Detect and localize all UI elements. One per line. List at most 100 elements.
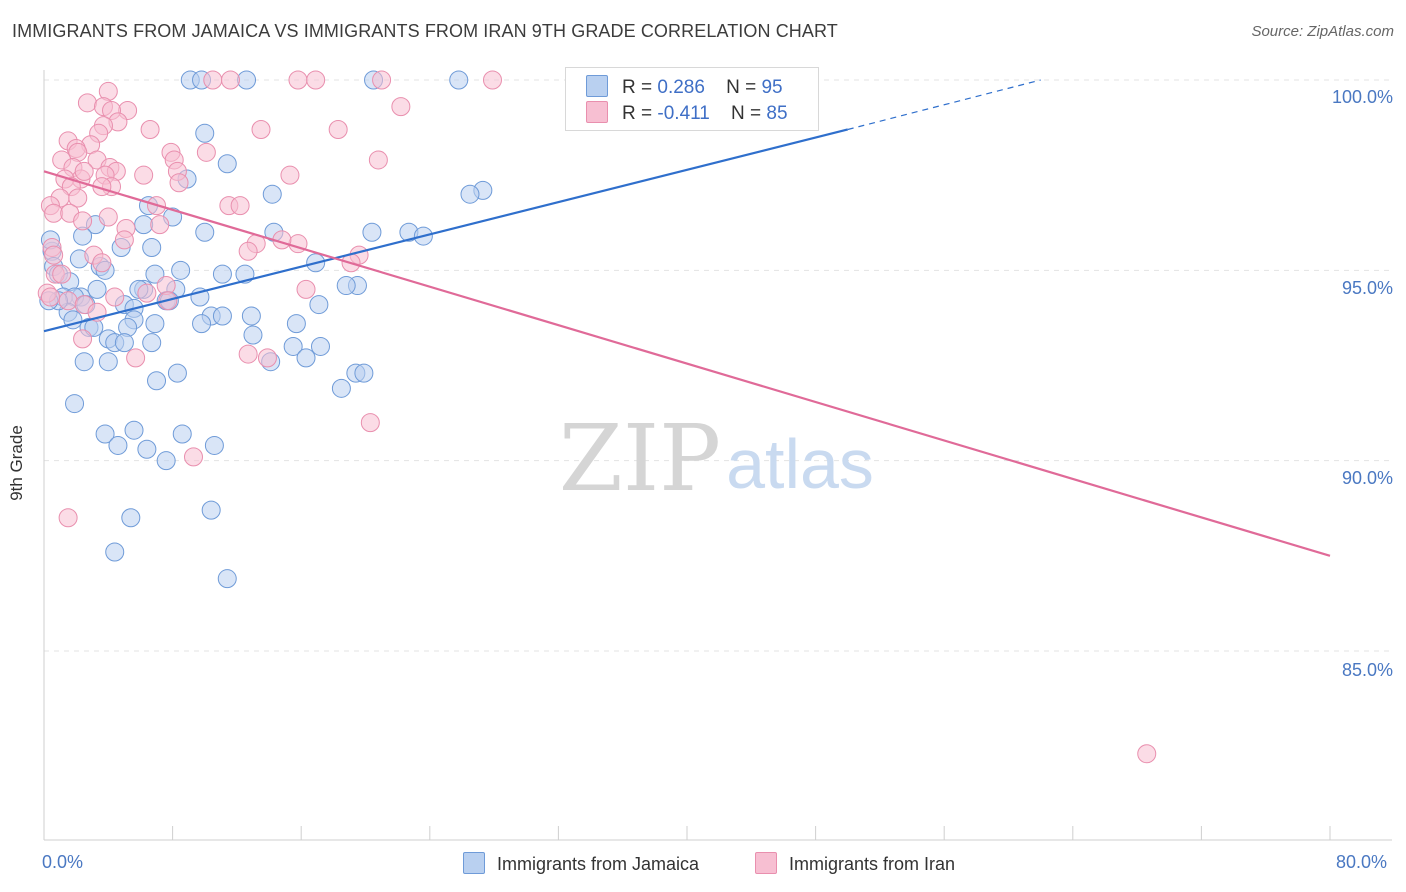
jamaica-point bbox=[124, 420, 144, 440]
jamaica-point bbox=[108, 435, 128, 455]
jamaica-point bbox=[204, 435, 224, 455]
jamaica-point bbox=[449, 70, 469, 90]
jamaica-point bbox=[171, 260, 191, 280]
jamaica-point bbox=[65, 394, 85, 414]
iran-point bbox=[77, 93, 97, 113]
jamaica-point bbox=[310, 336, 330, 356]
jamaica-point bbox=[147, 371, 167, 391]
iran-point bbox=[230, 196, 250, 216]
x-tick-label: 0.0% bbox=[42, 852, 84, 872]
jamaica-point bbox=[105, 542, 125, 562]
iran-point bbox=[40, 287, 60, 307]
jamaica-point bbox=[217, 569, 237, 589]
iran-point bbox=[44, 245, 64, 265]
iran-point bbox=[58, 508, 78, 528]
watermark: ZIP atlas bbox=[559, 405, 874, 512]
jamaica-point bbox=[172, 424, 192, 444]
n-label: N = bbox=[726, 77, 757, 98]
legend-item-jamaica[interactable]: Immigrants from Jamaica bbox=[463, 852, 699, 875]
jamaica-point bbox=[192, 314, 212, 334]
jamaica-point bbox=[98, 352, 118, 372]
jamaica-point bbox=[137, 439, 157, 459]
iran-point bbox=[137, 283, 157, 303]
y-axis-label: 9th Grade bbox=[7, 425, 26, 501]
jamaica-point bbox=[212, 306, 232, 326]
jamaica-point bbox=[354, 363, 374, 383]
jamaica-point bbox=[195, 222, 215, 242]
iran-point bbox=[203, 70, 223, 90]
iran-point bbox=[257, 348, 277, 368]
jamaica-point bbox=[114, 333, 134, 353]
jamaica-point bbox=[243, 325, 263, 345]
watermark-atlas: atlas bbox=[726, 425, 874, 503]
legend-label-jamaica: Immigrants from Jamaica bbox=[497, 854, 700, 874]
iran-point bbox=[1137, 744, 1157, 764]
jamaica-point bbox=[262, 184, 282, 204]
jamaica-point bbox=[309, 295, 329, 315]
y-tick-label: 95.0% bbox=[1341, 278, 1393, 298]
axes bbox=[43, 70, 1392, 841]
jamaica-point bbox=[241, 306, 261, 326]
iran-point bbox=[68, 188, 88, 208]
jamaica-point bbox=[296, 348, 316, 368]
iran-point bbox=[328, 119, 348, 139]
jamaica-point bbox=[74, 352, 94, 372]
jamaica-point bbox=[145, 264, 165, 284]
jamaica-point bbox=[336, 276, 356, 296]
jamaica-point bbox=[156, 451, 176, 471]
r-label: R = bbox=[622, 77, 653, 98]
jamaica-trend-extension bbox=[847, 79, 1041, 131]
jamaica-point bbox=[460, 184, 480, 204]
iran-point bbox=[126, 348, 146, 368]
x-tick-label: 80.0% bbox=[1336, 852, 1388, 872]
jamaica-point bbox=[212, 264, 232, 284]
jamaica-point bbox=[195, 123, 215, 143]
jamaica-point bbox=[362, 222, 382, 242]
stats-legend: R = 0.286 N = 95 R = -0.411 N = 85 bbox=[565, 67, 819, 131]
jamaica-point bbox=[121, 508, 141, 528]
iran-point bbox=[73, 329, 93, 349]
jamaica-point bbox=[331, 378, 351, 398]
jamaica-point bbox=[167, 363, 187, 383]
iran-point bbox=[114, 230, 134, 250]
jamaica-trend-line bbox=[43, 128, 849, 333]
jamaica-point bbox=[134, 215, 154, 235]
iran-point bbox=[74, 161, 94, 181]
iran-point bbox=[150, 215, 170, 235]
iran-point bbox=[238, 344, 258, 364]
jamaica-point bbox=[87, 279, 107, 299]
gridlines bbox=[44, 79, 1392, 652]
iran-point bbox=[92, 253, 112, 273]
watermark-zip: ZIP bbox=[559, 405, 721, 512]
jamaica-legend-swatch bbox=[463, 852, 485, 874]
jamaica-point bbox=[286, 314, 306, 334]
iran-swatch bbox=[586, 101, 608, 123]
jamaica-r-value: 0.286 bbox=[657, 77, 705, 98]
legend-item-iran[interactable]: Immigrants from Iran bbox=[755, 852, 955, 875]
iran-point bbox=[280, 165, 300, 185]
y-tick-label: 85.0% bbox=[1341, 660, 1393, 680]
iran-point bbox=[296, 279, 316, 299]
series-iran-points bbox=[37, 70, 1157, 764]
iran-point bbox=[360, 413, 380, 433]
jamaica-point bbox=[142, 333, 162, 353]
iran-point bbox=[73, 211, 93, 231]
stats-legend-iran: R = -0.411 N = 85 bbox=[586, 101, 788, 125]
iran-trend-line bbox=[43, 170, 1331, 557]
n-label: N = bbox=[730, 103, 762, 124]
iran-point bbox=[44, 203, 64, 223]
chart-title: IMMIGRANTS FROM JAMAICA VS IMMIGRANTS FR… bbox=[12, 21, 838, 41]
iran-point bbox=[251, 119, 271, 139]
r-label: R = bbox=[622, 103, 653, 124]
jamaica-point bbox=[237, 70, 257, 90]
source-credit: Source: ZipAtlas.com bbox=[1251, 23, 1394, 40]
legend-label-iran: Immigrants from Iran bbox=[789, 854, 956, 874]
iran-point bbox=[372, 70, 392, 90]
jamaica-point bbox=[145, 314, 165, 334]
iran-point bbox=[196, 142, 216, 162]
y-tick-label: 90.0% bbox=[1341, 468, 1393, 488]
jamaica-swatch bbox=[586, 75, 608, 97]
iran-point bbox=[183, 447, 203, 467]
jamaica-n-value: 95 bbox=[761, 77, 783, 98]
